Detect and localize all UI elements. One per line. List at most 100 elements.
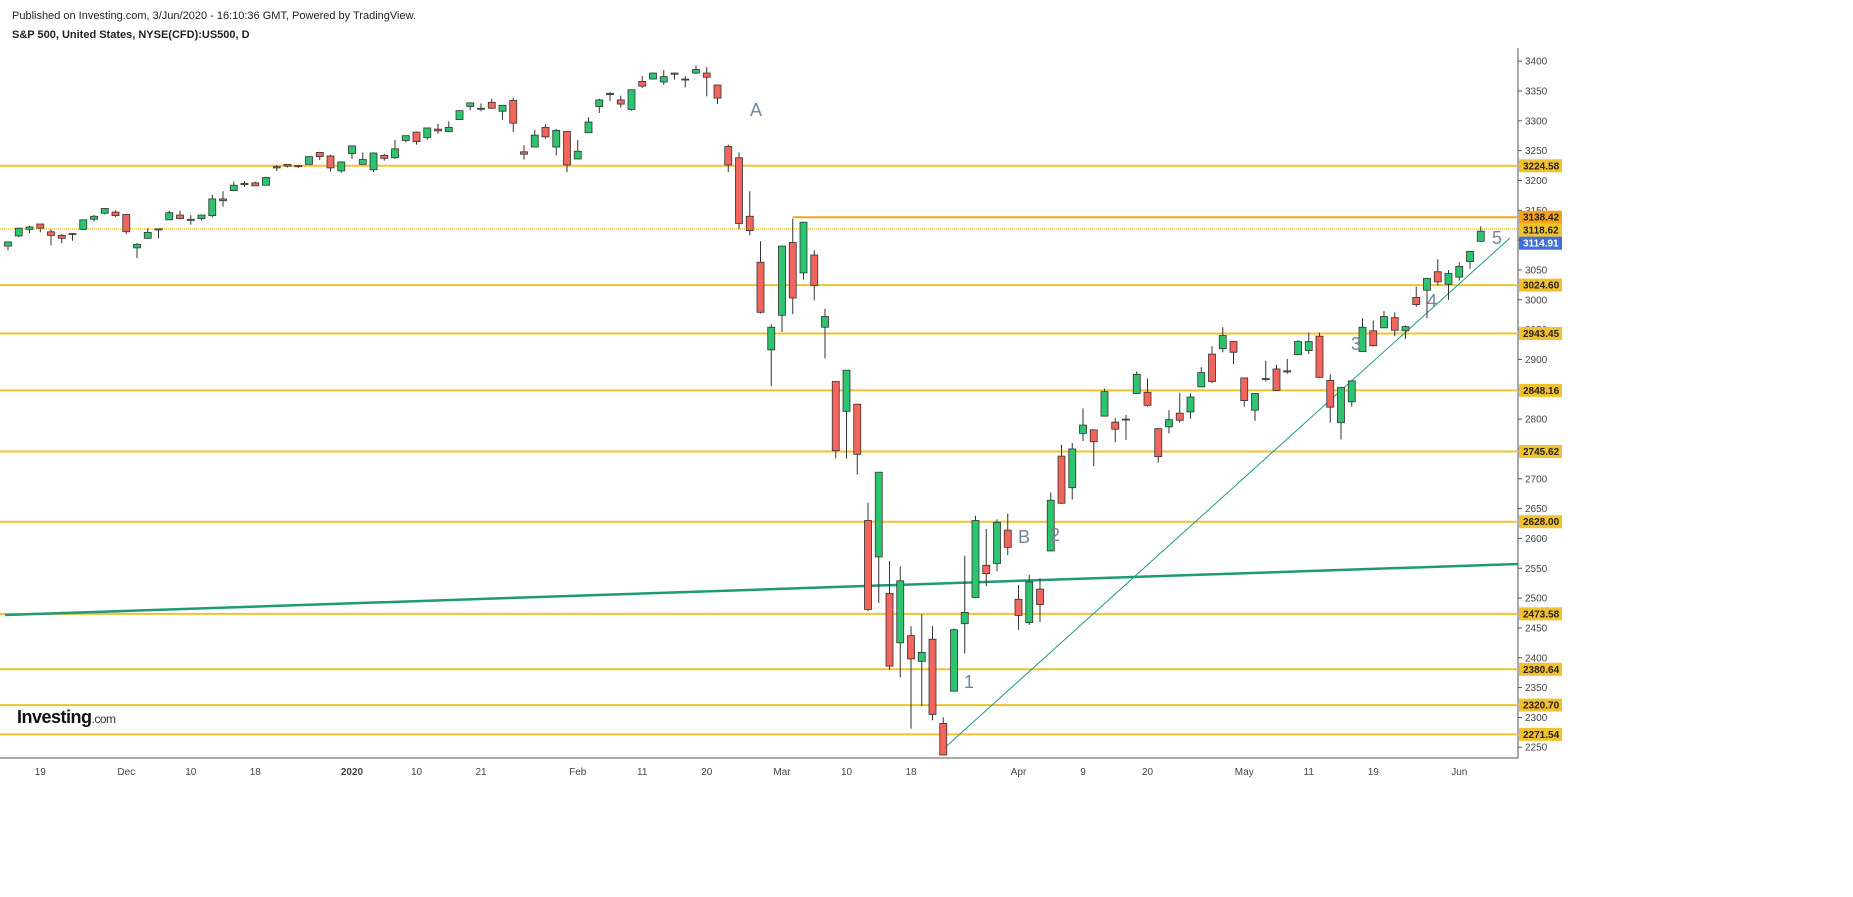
candle-body <box>1401 326 1410 332</box>
level-label-box <box>1519 607 1562 621</box>
trend-line <box>4 562 1519 617</box>
x-tick-label: Jun <box>1451 767 1467 778</box>
candle-body <box>90 215 98 220</box>
candle-body <box>14 227 23 237</box>
logo: Investing.com <box>17 707 116 727</box>
level-label-box <box>1519 159 1562 173</box>
x-tick-label: May <box>1235 767 1254 778</box>
x-tick-label: 11 <box>637 767 648 778</box>
candle-body <box>1412 296 1421 305</box>
candle-body <box>208 198 217 217</box>
x-tick-label: 19 <box>35 767 47 778</box>
candle-body <box>444 126 453 132</box>
axis-labels: 2250 2300 2350 2400 2450 2500 2550 2600 2650 2700… <box>35 57 1562 778</box>
candle-body <box>788 242 797 299</box>
candle-body <box>412 131 421 143</box>
candle-body <box>1014 598 1023 616</box>
candle-body <box>616 99 625 105</box>
x-tick-label: 18 <box>250 767 262 778</box>
candle-body <box>294 165 303 168</box>
candle-body <box>1122 418 1130 421</box>
x-tick-label: Mar <box>773 767 791 778</box>
candle-body <box>1347 380 1356 403</box>
annotation: B <box>1018 527 1030 547</box>
candle-body <box>219 198 227 202</box>
candle-body <box>358 159 367 165</box>
x-tick-label: 2020 <box>341 767 364 778</box>
y-tick-label: 3350 <box>1525 86 1548 97</box>
candle-body <box>305 156 313 165</box>
candle-body <box>1240 377 1249 402</box>
candle-body <box>1132 373 1141 394</box>
candle-body <box>283 163 292 167</box>
candle-body <box>563 131 571 166</box>
y-tick-label: 3050 <box>1525 265 1548 276</box>
candle-body <box>401 135 410 141</box>
y-tick-label: 2650 <box>1525 504 1548 515</box>
x-tick-label: Apr <box>1011 767 1027 778</box>
candle-body <box>1337 387 1345 424</box>
candle-body <box>315 152 324 157</box>
candle-body <box>842 369 851 412</box>
candle-body <box>799 221 808 274</box>
y-tick-label: 2350 <box>1525 683 1548 694</box>
candle-body <box>143 231 152 239</box>
candle-body <box>1261 378 1270 380</box>
candle-body <box>47 231 55 236</box>
level-label-box <box>1519 727 1562 741</box>
candle-body <box>176 214 184 220</box>
level-label-box <box>1519 698 1562 712</box>
published-note: Published on Investing.com, 3/Jun/2020 -… <box>12 10 416 22</box>
x-tick-label: 19 <box>1368 767 1380 778</box>
candle-body <box>907 635 915 660</box>
candle-body <box>1046 499 1055 552</box>
candle-body <box>1079 424 1087 434</box>
candle-body <box>186 218 195 221</box>
candle-body <box>939 722 948 756</box>
candle-body <box>971 520 980 598</box>
candle-body <box>1380 316 1388 329</box>
candle-body <box>735 157 743 224</box>
candle-body <box>950 629 958 692</box>
symbol-title: S&P 500, United States, NYSE(CFD):US500,… <box>12 29 250 41</box>
level-label: 2745.62 <box>1523 447 1560 458</box>
annotation: A <box>750 100 762 120</box>
candle-body <box>530 134 539 148</box>
candle-body <box>917 651 926 662</box>
candle-body <box>821 316 829 328</box>
candle-body <box>1089 429 1098 443</box>
level-label: 3118.62 <box>1523 226 1559 237</box>
candle-body <box>573 150 582 160</box>
candle-body <box>487 101 496 109</box>
level-label: 2320.70 <box>1523 701 1560 712</box>
x-tick-label: 10 <box>185 767 197 778</box>
annotation: 3 <box>1351 334 1361 354</box>
candle-body <box>423 127 432 138</box>
level-label: 2271.54 <box>1523 730 1560 741</box>
candle-body <box>1175 412 1184 421</box>
x-tick-label: 20 <box>701 767 713 778</box>
y-tick-label: 3400 <box>1525 57 1548 68</box>
candle-body <box>326 155 335 169</box>
candle-body <box>681 78 690 81</box>
x-tick-label: 21 <box>475 767 487 778</box>
candle-body <box>68 233 77 235</box>
candle-body <box>165 212 174 221</box>
candle-body <box>584 121 593 134</box>
candle-body <box>831 381 840 452</box>
candle-body <box>1476 230 1485 242</box>
candle-body <box>272 166 281 169</box>
candle-body <box>4 241 12 247</box>
candle-body <box>477 107 485 110</box>
level-label-box <box>1519 445 1562 459</box>
candle-body <box>391 148 399 159</box>
candle-body <box>262 177 270 186</box>
candle-body <box>369 152 378 171</box>
candle-body <box>756 261 765 313</box>
level-label-box <box>1519 278 1562 292</box>
x-tick-label: 9 <box>1080 767 1086 778</box>
level-label: 3024.60 <box>1523 281 1560 292</box>
y-tick-label: 2900 <box>1525 355 1548 366</box>
candle-body <box>1283 370 1292 373</box>
candle-body <box>509 100 518 124</box>
